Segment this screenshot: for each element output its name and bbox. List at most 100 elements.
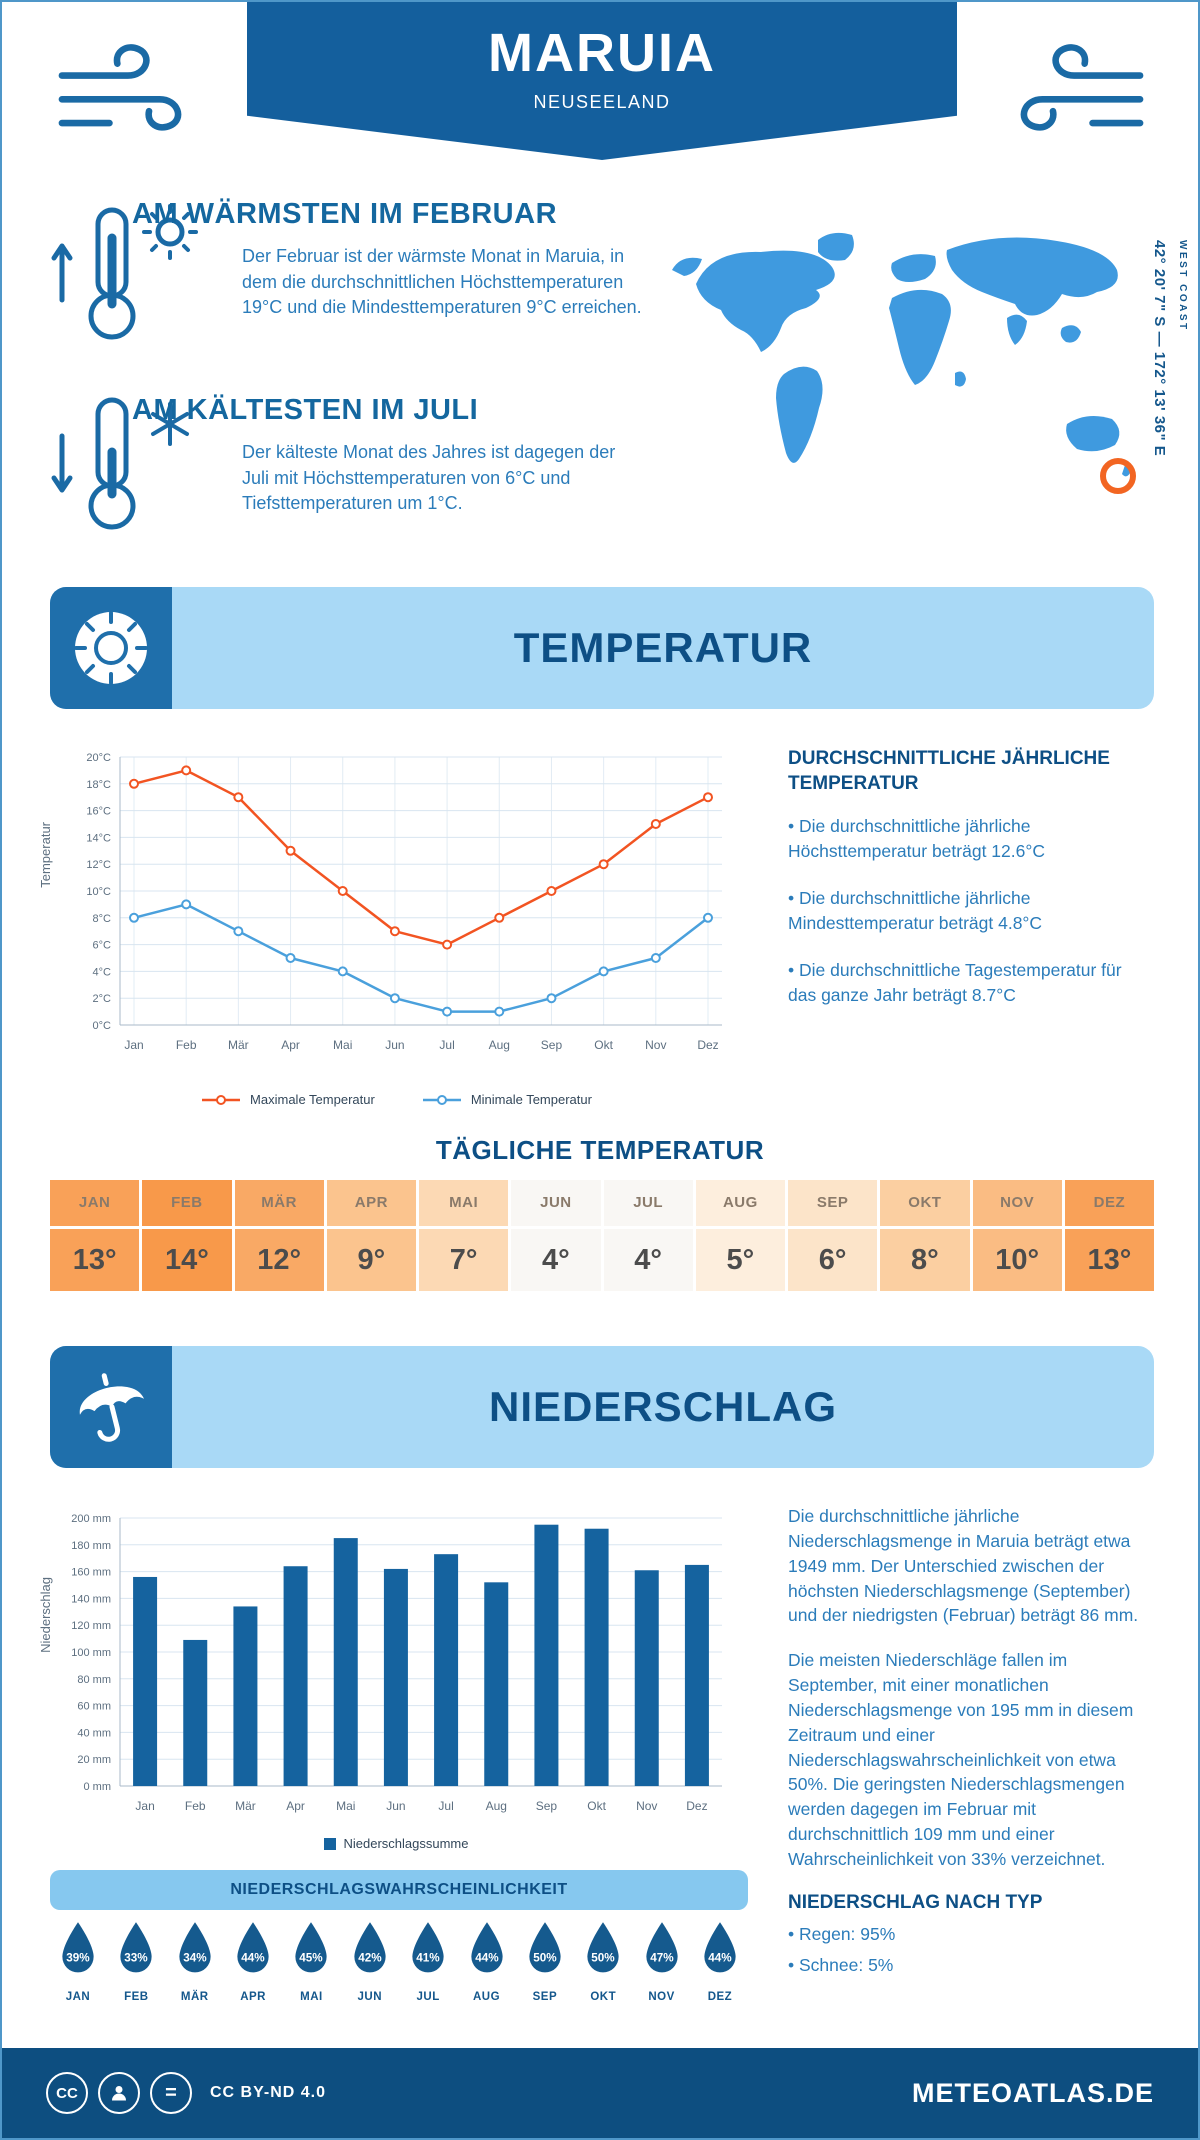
- svg-text:14°C: 14°C: [86, 832, 111, 844]
- svg-text:Apr: Apr: [281, 1038, 300, 1052]
- svg-text:18°C: 18°C: [86, 779, 111, 791]
- svg-text:42%: 42%: [358, 1951, 382, 1964]
- svg-text:4°C: 4°C: [93, 966, 112, 978]
- svg-text:200 mm: 200 mm: [71, 1513, 111, 1525]
- temperature-line-chart: 0°C 2°C 4°C 6°C 8°C 10°C 12°C 14°C 16°C 18°C 20°C J…: [86, 752, 722, 1052]
- raindrop-icon: 44%: [470, 1922, 503, 1973]
- precip-chart-y-axis-title: Niederschlag: [38, 1577, 53, 1653]
- daily-temp-month: SEP: [788, 1180, 878, 1229]
- svg-text:50%: 50%: [592, 1951, 616, 1964]
- daily-temp-column: JUN 4°: [511, 1180, 604, 1291]
- daily-temp-month: JUN: [511, 1180, 601, 1229]
- probability-drop-item: 39% JAN: [50, 1920, 106, 2003]
- daily-temp-value: 4°: [511, 1229, 601, 1291]
- svg-text:Mai: Mai: [336, 1799, 355, 1813]
- svg-text:39%: 39%: [66, 1951, 90, 1964]
- country-subtitle: NEUSEELAND: [533, 92, 671, 112]
- legend-swatch: [323, 1837, 336, 1850]
- svg-text:Aug: Aug: [486, 1799, 507, 1813]
- probability-drop-item: 41% JUL: [400, 1920, 456, 2003]
- legend-item: Minimale Temperatur: [421, 1092, 592, 1107]
- probability-drop-item: 50% OKT: [575, 1920, 631, 2003]
- svg-text:160 mm: 160 mm: [71, 1567, 111, 1579]
- daily-temp-month: MAI: [419, 1180, 509, 1229]
- probability-drop-item: 44% AUG: [459, 1920, 515, 2003]
- probability-drop-item: 34% MÄR: [167, 1920, 223, 2003]
- svg-text:47%: 47%: [650, 1951, 674, 1964]
- site-brand: METEOATLAS.DE: [912, 2077, 1154, 2108]
- daily-temp-value: 9°: [326, 1229, 416, 1291]
- probability-month-label: MAI: [300, 1991, 323, 2003]
- thermometer-warm-icon: [51, 204, 198, 340]
- svg-text:20 mm: 20 mm: [77, 1754, 111, 1766]
- sun-icon-box: [50, 587, 172, 709]
- umbrella-icon: [79, 1373, 144, 1442]
- location-marker: [1100, 458, 1136, 494]
- daily-temp-value: 7°: [419, 1229, 509, 1291]
- warmest-heading: AM WÄRMSTEN IM FEBRUAR: [132, 198, 558, 230]
- raindrop-icon: 41%: [412, 1922, 444, 1973]
- probability-month-label: FEB: [124, 1991, 149, 2003]
- raindrop-icon: 50%: [587, 1922, 619, 1973]
- precipitation-text: Die durchschnittliche jährliche Niedersc…: [788, 1504, 1154, 1984]
- precipitation-paragraph-2: Die meisten Niederschläge fallen im Sept…: [788, 1650, 1134, 1869]
- daily-temp-column: DEZ 13°: [1064, 1180, 1154, 1291]
- probability-month-label: DEZ: [707, 1991, 733, 2003]
- svg-text:34%: 34%: [183, 1951, 207, 1964]
- svg-text:120 mm: 120 mm: [71, 1620, 111, 1632]
- daily-temp-column: JUL 4°: [603, 1180, 696, 1291]
- wind-icon: [58, 44, 182, 131]
- svg-text:Mär: Mär: [228, 1038, 249, 1052]
- svg-text:Okt: Okt: [587, 1799, 606, 1813]
- daily-temp-column: JAN 13°: [50, 1180, 143, 1291]
- svg-text:Nov: Nov: [636, 1799, 657, 1813]
- svg-text:60 mm: 60 mm: [77, 1701, 111, 1713]
- svg-text:44%: 44%: [475, 1951, 499, 1964]
- license-label: CC BY-ND 4.0: [210, 2084, 327, 2101]
- svg-text:Mär: Mär: [235, 1799, 256, 1813]
- daily-temp-month: APR: [326, 1180, 416, 1229]
- precip-chart-legend: Niederschlagssumme: [56, 1836, 736, 1851]
- wind-icon: [1020, 44, 1144, 131]
- daily-temp-value: 13°: [50, 1229, 140, 1291]
- svg-text:Jan: Jan: [124, 1038, 143, 1052]
- daily-temp-month: JUL: [603, 1180, 693, 1229]
- temperature-section-banner: TEMPERATUR: [50, 587, 1154, 709]
- temperature-stat-min: • Die durchschnittliche jährliche Mindes…: [788, 888, 1043, 933]
- precipitation-section-banner: NIEDERSCHLAG: [50, 1346, 1154, 1468]
- header-ribbon: MARUIA NEUSEELAND: [247, 2, 957, 160]
- probability-month-label: OKT: [590, 1991, 617, 2003]
- precipitation-type-heading: NIEDERSCHLAG NACH TYP: [788, 1891, 1043, 1913]
- svg-text:41%: 41%: [416, 1951, 440, 1964]
- cc-nd-icon: =: [150, 2072, 192, 2114]
- svg-text:180 mm: 180 mm: [71, 1540, 111, 1552]
- region-label: WEST COAST: [1177, 240, 1188, 332]
- legend-item: Niederschlagssumme: [323, 1836, 469, 1851]
- daily-temp-month: NOV: [972, 1180, 1062, 1229]
- svg-text:Feb: Feb: [185, 1799, 206, 1813]
- precipitation-bar-chart: 0 mm 20 mm 40 mm 60 mm 80 mm 100 mm 120 mm 140 …: [71, 1513, 722, 1813]
- svg-text:33%: 33%: [125, 1951, 149, 1964]
- svg-text:100 mm: 100 mm: [71, 1647, 111, 1659]
- raindrop-icon: 42%: [354, 1922, 386, 1973]
- svg-text:12°C: 12°C: [86, 859, 111, 871]
- cc-by-icon: [98, 2072, 140, 2114]
- svg-text:Dez: Dez: [697, 1038, 718, 1052]
- svg-text:Jun: Jun: [386, 1799, 405, 1813]
- temp-chart-y-axis-title: Temperatur: [38, 822, 53, 888]
- sun-icon: [74, 611, 148, 685]
- daily-temp-month: FEB: [142, 1180, 232, 1229]
- svg-text:Jul: Jul: [439, 1038, 454, 1052]
- coordinates-label: 42° 20' 7" S — 172° 13' 36" E: [1151, 240, 1168, 457]
- probability-month-label: SEP: [532, 1991, 558, 2003]
- legend-label: Maximale Temperatur: [250, 1092, 375, 1107]
- daily-temp-column: NOV 10°: [972, 1180, 1065, 1291]
- location-title: MARUIA: [488, 23, 716, 83]
- raindrop-icon: 47%: [645, 1922, 678, 1973]
- temperature-stats-heading: DURCHSCHNITTLICHE JÄHRLICHE TEMPERATUR: [788, 748, 1110, 794]
- svg-text:6°C: 6°C: [93, 940, 112, 952]
- svg-text:10°C: 10°C: [86, 886, 111, 898]
- svg-text:Mai: Mai: [333, 1038, 352, 1052]
- probability-month-label: AUG: [472, 1991, 501, 2003]
- svg-text:Jul: Jul: [438, 1799, 453, 1813]
